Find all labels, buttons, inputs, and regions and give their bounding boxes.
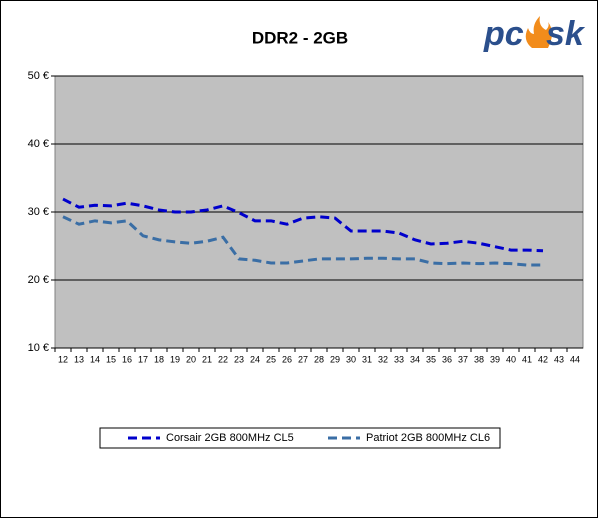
x-tick-label: 32 xyxy=(378,354,388,364)
x-tick-label: 37 xyxy=(458,354,468,364)
logo-right: sk xyxy=(546,15,586,53)
x-tick-label: 30 xyxy=(346,354,356,364)
x-tick-label: 25 xyxy=(266,354,276,364)
x-tick-label: 14 xyxy=(90,354,100,364)
y-tick-label: 50 € xyxy=(28,70,49,82)
legend-label: Patriot 2GB 800MHz CL6 xyxy=(366,432,490,444)
legend-box xyxy=(99,427,501,449)
x-tick-label: 16 xyxy=(122,354,132,364)
x-tick-label: 26 xyxy=(282,354,292,364)
x-tick-label: 24 xyxy=(250,354,260,364)
x-tick-label: 44 xyxy=(570,354,580,364)
x-tick-label: 31 xyxy=(362,354,372,364)
logo-flame xyxy=(525,16,552,48)
chart-title: DDR2 - 2GB xyxy=(252,28,348,47)
y-tick-label: 20 € xyxy=(28,274,49,286)
x-tick-label: 13 xyxy=(74,354,84,364)
x-tick-label: 29 xyxy=(330,354,340,364)
legend-label: Corsair 2GB 800MHz CL5 xyxy=(166,432,294,444)
x-tick-label: 39 xyxy=(490,354,500,364)
x-tick-label: 20 xyxy=(186,354,196,364)
x-tick-label: 22 xyxy=(218,354,228,364)
x-tick-label: 43 xyxy=(554,354,564,364)
x-tick-label: 38 xyxy=(474,354,484,364)
x-tick-label: 42 xyxy=(538,354,548,364)
x-tick-label: 17 xyxy=(138,354,148,364)
x-tick-label: 19 xyxy=(170,354,180,364)
x-tick-label: 23 xyxy=(234,354,244,364)
x-tick-label: 36 xyxy=(442,354,452,364)
x-tick-label: 18 xyxy=(154,354,164,364)
x-tick-label: 21 xyxy=(202,354,212,364)
x-tick-label: 12 xyxy=(58,354,68,364)
y-tick-label: 30 € xyxy=(28,206,49,218)
x-tick-label: 41 xyxy=(522,354,532,364)
logo-left: pc xyxy=(483,15,524,53)
x-tick-label: 15 xyxy=(106,354,116,364)
x-tick-label: 40 xyxy=(506,354,516,364)
x-tick-label: 33 xyxy=(394,354,404,364)
y-tick-label: 10 € xyxy=(28,342,49,354)
x-tick-label: 27 xyxy=(298,354,308,364)
x-tick-label: 35 xyxy=(426,354,436,364)
series-line xyxy=(62,215,543,267)
x-tick-label: 28 xyxy=(314,354,324,364)
y-tick-label: 40 € xyxy=(28,138,49,150)
x-tick-label: 34 xyxy=(410,354,420,364)
